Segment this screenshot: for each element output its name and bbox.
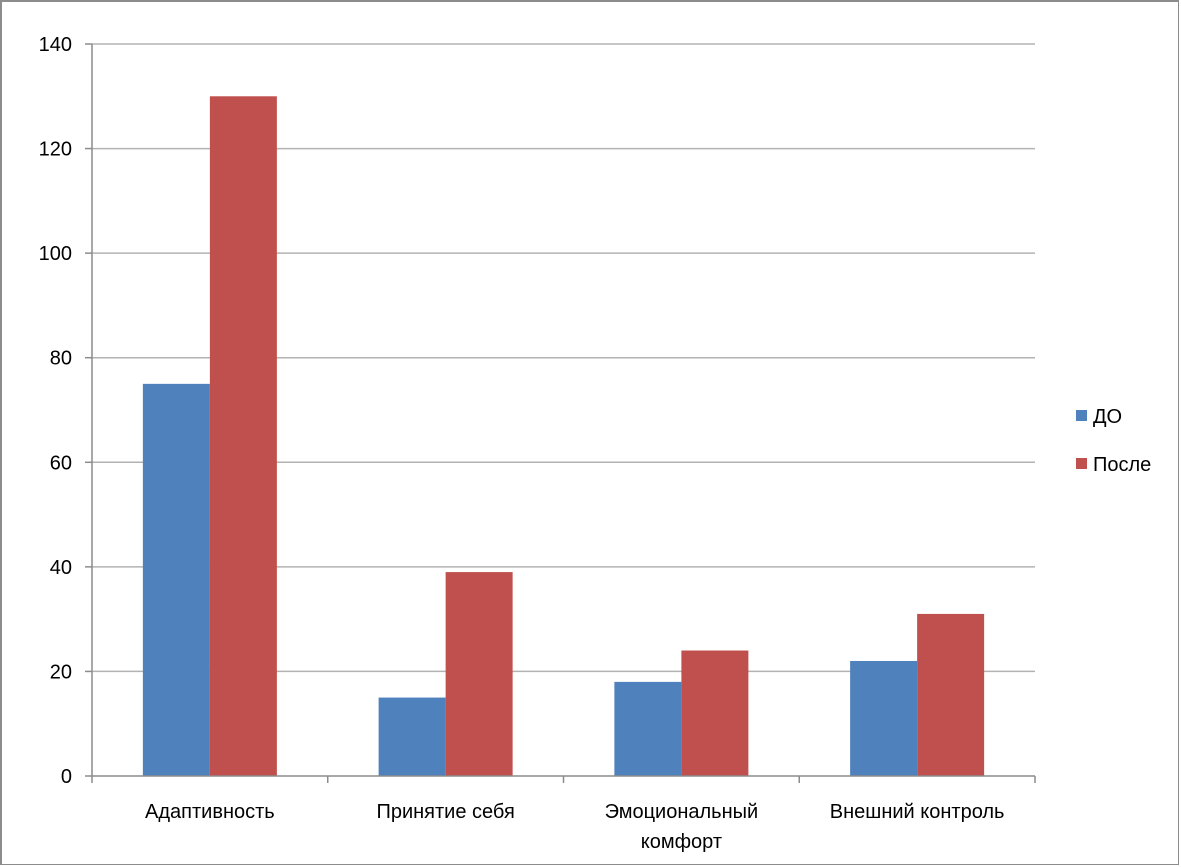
bar-posle [445,572,513,776]
y-tick-label: 40 [50,557,72,579]
y-axis-ticks: 0 20 40 60 80 100 120 140 [39,34,92,788]
x-tick-label: комфорт [641,831,722,853]
y-tick-label: 140 [39,34,72,56]
bars [142,96,985,777]
legend-swatch [1076,458,1087,469]
y-tick-label: 120 [39,139,72,161]
x-tick-label: Внешний контроль [830,801,1005,823]
x-tick-label: Эмоциональный [605,801,759,823]
bar-posle [917,613,985,776]
legend-label: После [1093,454,1151,476]
bar-do [142,383,210,776]
bar-do [850,660,918,776]
legend-label: ДО [1093,406,1122,428]
bar-do [614,681,682,776]
y-tick-label: 20 [50,661,72,683]
x-tick-label: Адаптивность [145,801,275,823]
legend: ДО После [1076,406,1151,476]
y-tick-label: 100 [39,243,72,265]
bar-posle [681,650,749,776]
x-tick-label: Принятие себя [376,801,514,823]
bar-do [378,697,446,776]
y-tick-label: 80 [50,348,72,370]
y-tick-label: 0 [61,766,72,788]
x-axis-ticks: Адаптивность Принятие себя Эмоциональный ко… [91,776,1036,853]
legend-swatch [1076,410,1087,421]
y-tick-label: 60 [50,452,72,474]
bar-posle [209,96,277,777]
